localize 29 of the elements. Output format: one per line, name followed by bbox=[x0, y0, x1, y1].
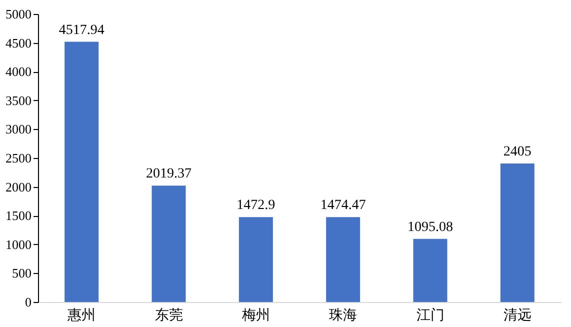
data-label: 2019.37 bbox=[146, 166, 192, 182]
y-tick-label: 5000 bbox=[6, 6, 32, 22]
data-label: 4517.94 bbox=[58, 22, 104, 38]
y-tick-label: 0 bbox=[25, 294, 32, 310]
y-tick-label: 4500 bbox=[6, 35, 32, 50]
bar bbox=[413, 238, 448, 302]
data-label: 1472.9 bbox=[236, 198, 276, 214]
x-tick-label: 江门 bbox=[416, 308, 444, 324]
x-tick-label: 清远 bbox=[503, 308, 532, 324]
y-tick-label: 3500 bbox=[6, 92, 32, 108]
bar bbox=[326, 217, 360, 302]
x-tick-label: 惠州 bbox=[66, 308, 96, 324]
data-label: 1095.08 bbox=[408, 220, 453, 235]
data-label: 1474.47 bbox=[320, 198, 366, 214]
x-tick-label: 东莞 bbox=[154, 308, 183, 324]
y-tick-label: 1500 bbox=[6, 208, 32, 224]
bar bbox=[152, 186, 186, 302]
y-tick-label: 1000 bbox=[6, 236, 32, 252]
x-tick-label: 珠海 bbox=[329, 308, 358, 324]
x-tick-label: 梅州 bbox=[240, 308, 270, 324]
data-label: 2405 bbox=[503, 144, 532, 160]
bar bbox=[238, 217, 273, 302]
y-tick-label: 500 bbox=[12, 266, 32, 281]
y-tick-label: 3000 bbox=[6, 122, 32, 137]
y-tick-label: 4000 bbox=[6, 64, 32, 80]
bar bbox=[64, 42, 99, 302]
bar bbox=[500, 163, 534, 302]
y-tick-label: 2500 bbox=[6, 150, 32, 166]
y-tick-label: 2000 bbox=[6, 179, 32, 194]
